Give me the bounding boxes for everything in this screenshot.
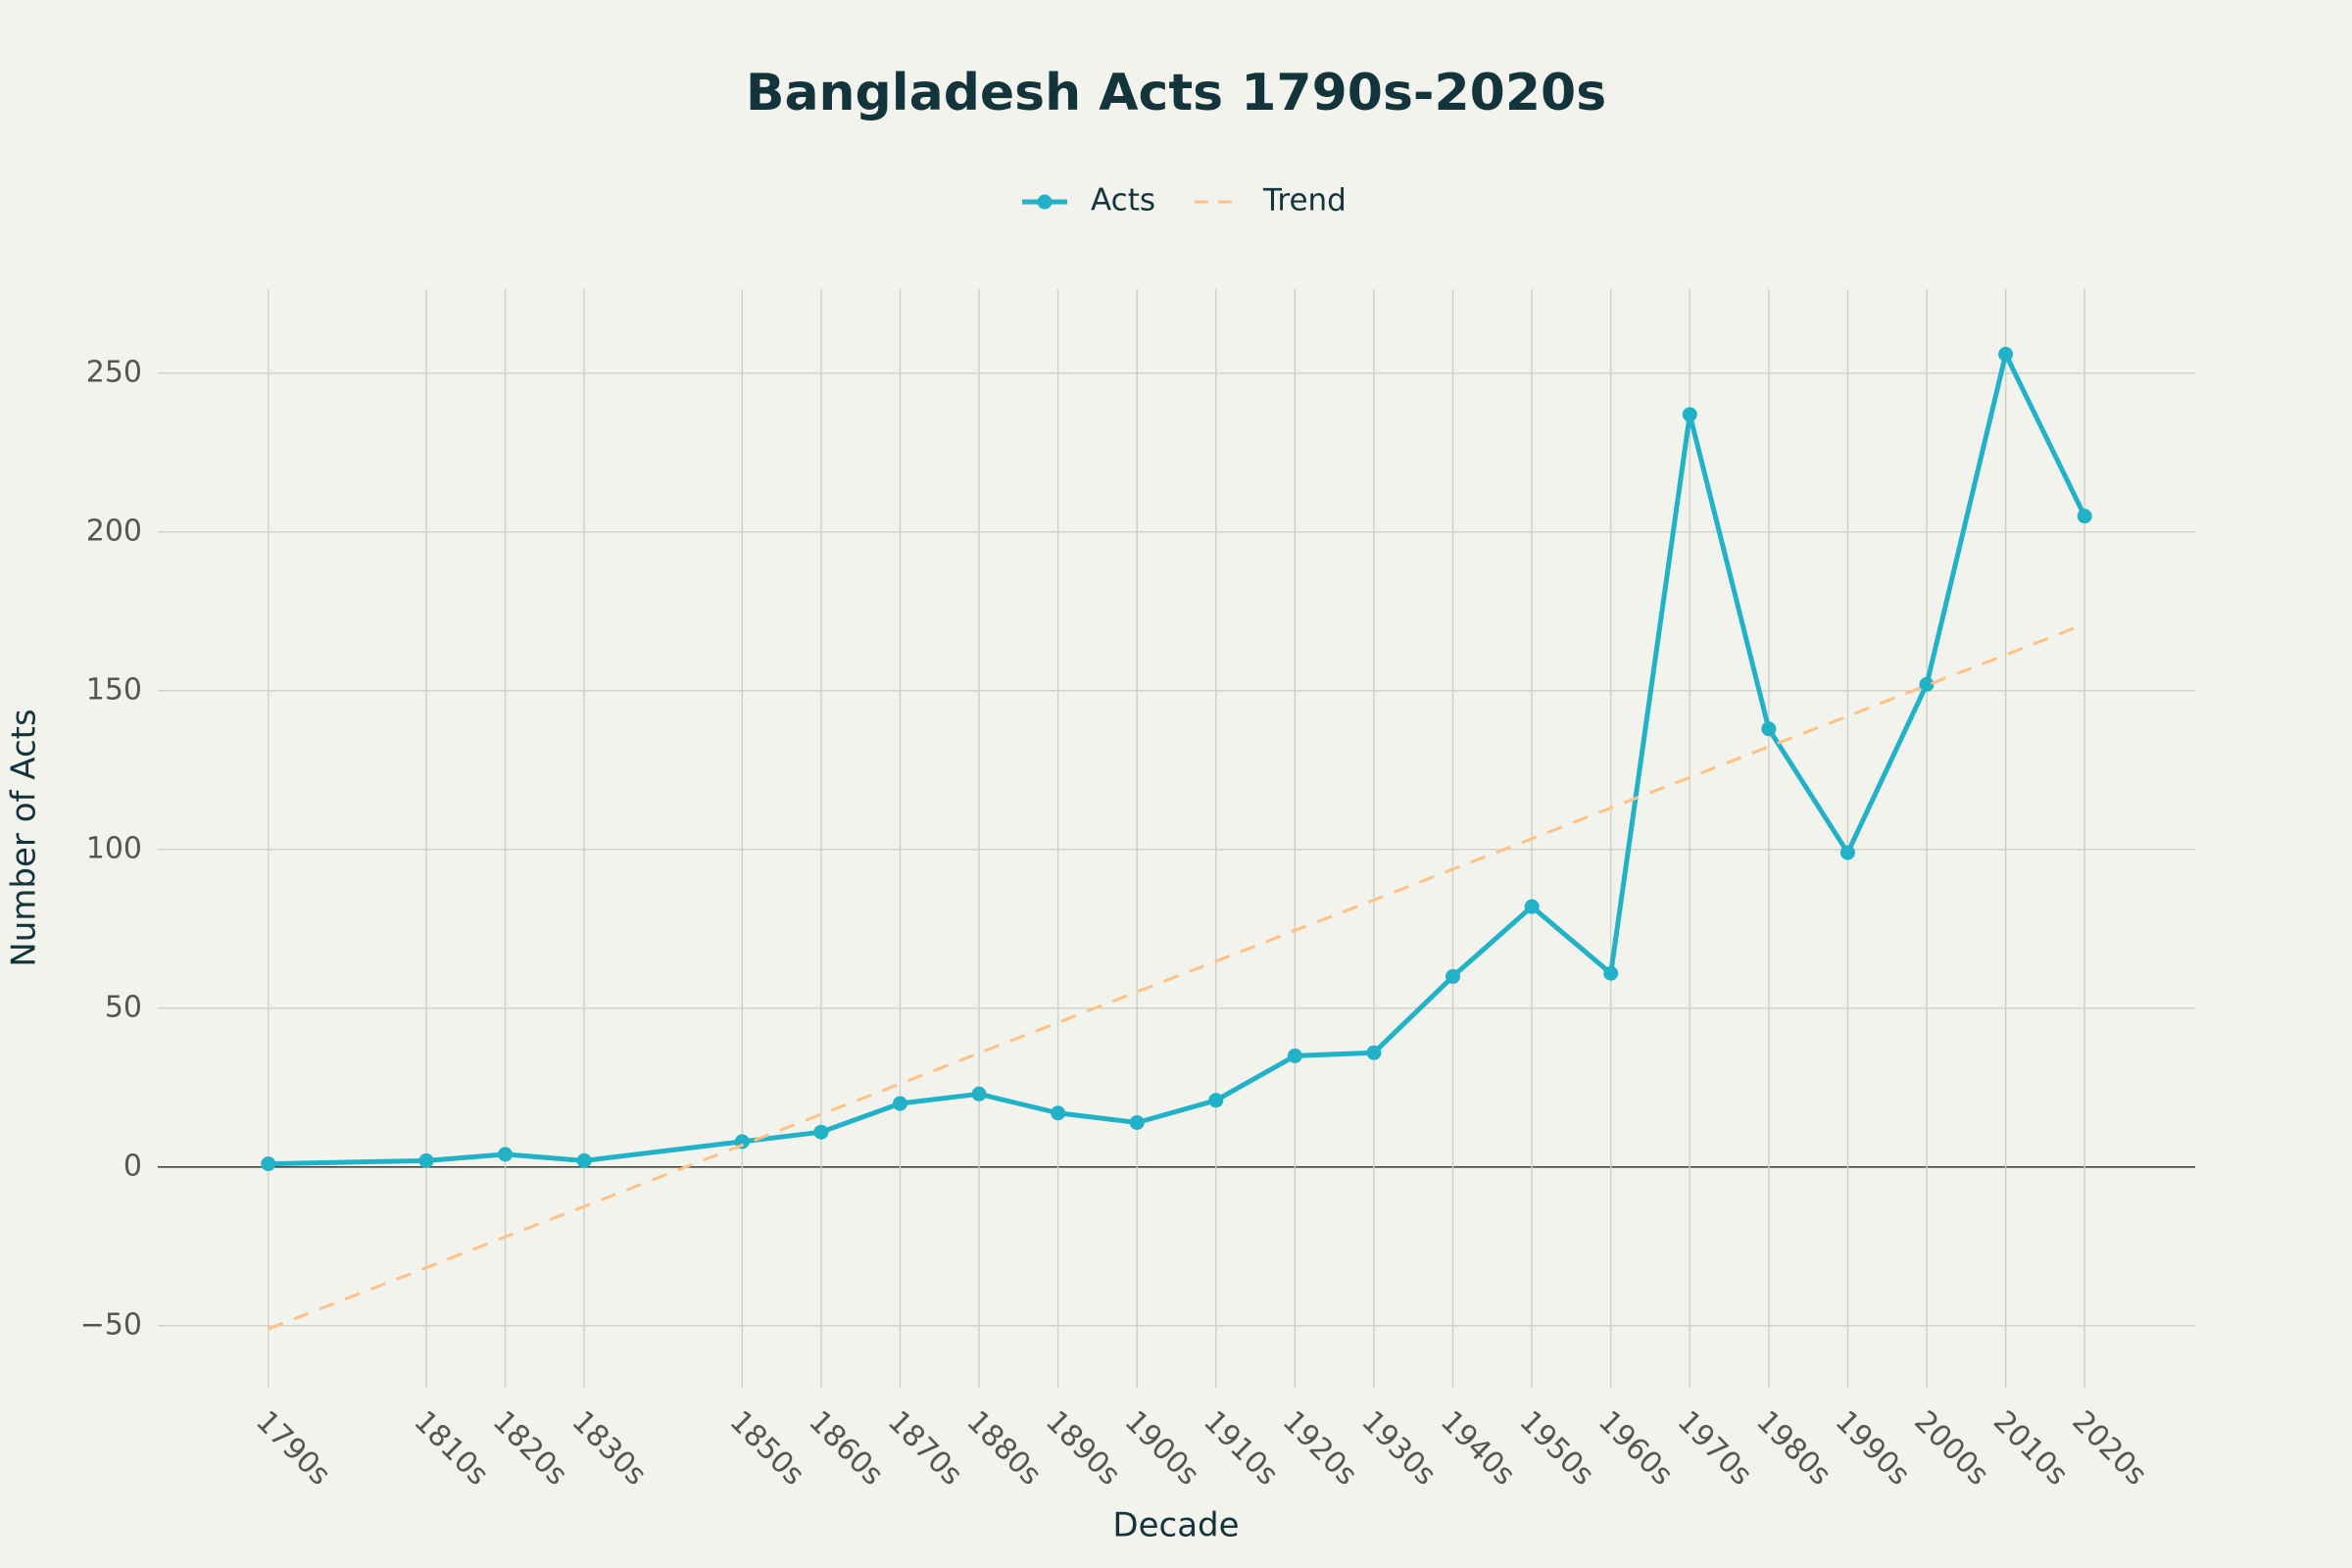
x-tick-label: 1850s xyxy=(723,1404,811,1493)
y-tick-label: 250 xyxy=(86,355,142,389)
x-tick-label: 1880s xyxy=(959,1404,1048,1493)
x-tick-label: 1990s xyxy=(1829,1404,1917,1493)
x-tick-label: 1920s xyxy=(1276,1404,1364,1493)
x-tick-label: 1930s xyxy=(1354,1404,1443,1493)
x-tick-label: 1830s xyxy=(564,1404,653,1493)
data-point xyxy=(418,1152,434,1168)
x-tick-label: 1960s xyxy=(1592,1404,1680,1493)
x-tick-label: 2000s xyxy=(1907,1404,1995,1493)
data-point xyxy=(813,1124,829,1140)
x-tick-label: 1940s xyxy=(1434,1404,1522,1493)
y-tick-label: 200 xyxy=(86,514,142,548)
legend: Acts Trend xyxy=(1022,183,1347,219)
data-point xyxy=(1682,407,1697,422)
chart-title: Bangladesh Acts 1790s-2020s xyxy=(746,64,1606,122)
data-point xyxy=(1446,968,1461,984)
x-tick-label: 1910s xyxy=(1197,1404,1285,1493)
y-tick-label: 50 xyxy=(105,990,142,1024)
x-tick-label: 1860s xyxy=(802,1404,890,1493)
line-trend xyxy=(268,622,2085,1331)
x-tick-label: 1820s xyxy=(486,1404,574,1493)
data-point xyxy=(576,1152,592,1168)
data-point xyxy=(892,1096,907,1111)
data-point xyxy=(261,1156,276,1172)
x-tick-label: 1870s xyxy=(881,1404,969,1493)
data-point xyxy=(1998,346,2014,362)
y-tick-label: 0 xyxy=(123,1149,142,1183)
x-tick-label: 1980s xyxy=(1749,1404,1838,1493)
x-tick-label: 1970s xyxy=(1671,1404,1759,1493)
data-point xyxy=(2077,509,2092,524)
x-tick-label: 1890s xyxy=(1039,1404,1127,1493)
data-point xyxy=(1603,965,1619,981)
data-point xyxy=(1051,1105,1066,1121)
x-tick-label: 2020s xyxy=(2066,1404,2154,1493)
data-point xyxy=(1839,845,1855,860)
y-axis-title: Number of Acts xyxy=(5,709,44,966)
y-tick-label: −50 xyxy=(80,1307,142,1342)
x-tick-label: 1950s xyxy=(1512,1404,1600,1493)
data-point xyxy=(1129,1114,1145,1130)
x-tick-label: 1790s xyxy=(249,1404,337,1493)
x-tick-label: 1900s xyxy=(1118,1404,1206,1493)
data-point xyxy=(1524,899,1540,914)
x-tick-label: 2010s xyxy=(1986,1404,2075,1493)
legend-label: Trend xyxy=(1262,183,1347,219)
data-point xyxy=(1919,676,1935,692)
x-tick-label: 1810s xyxy=(407,1404,495,1493)
data-point xyxy=(1287,1048,1302,1063)
data-point xyxy=(971,1086,987,1102)
legend-marker xyxy=(1037,194,1053,210)
y-tick-label: 150 xyxy=(86,672,142,707)
line-acts xyxy=(268,351,2087,1167)
y-tick-label: 100 xyxy=(86,831,142,865)
data-point xyxy=(1208,1093,1224,1108)
legend-label: Acts xyxy=(1091,183,1155,219)
data-point xyxy=(498,1147,514,1162)
x-axis-title: Decade xyxy=(1112,1506,1239,1545)
data-point xyxy=(1366,1045,1382,1060)
data-point xyxy=(1761,721,1777,737)
